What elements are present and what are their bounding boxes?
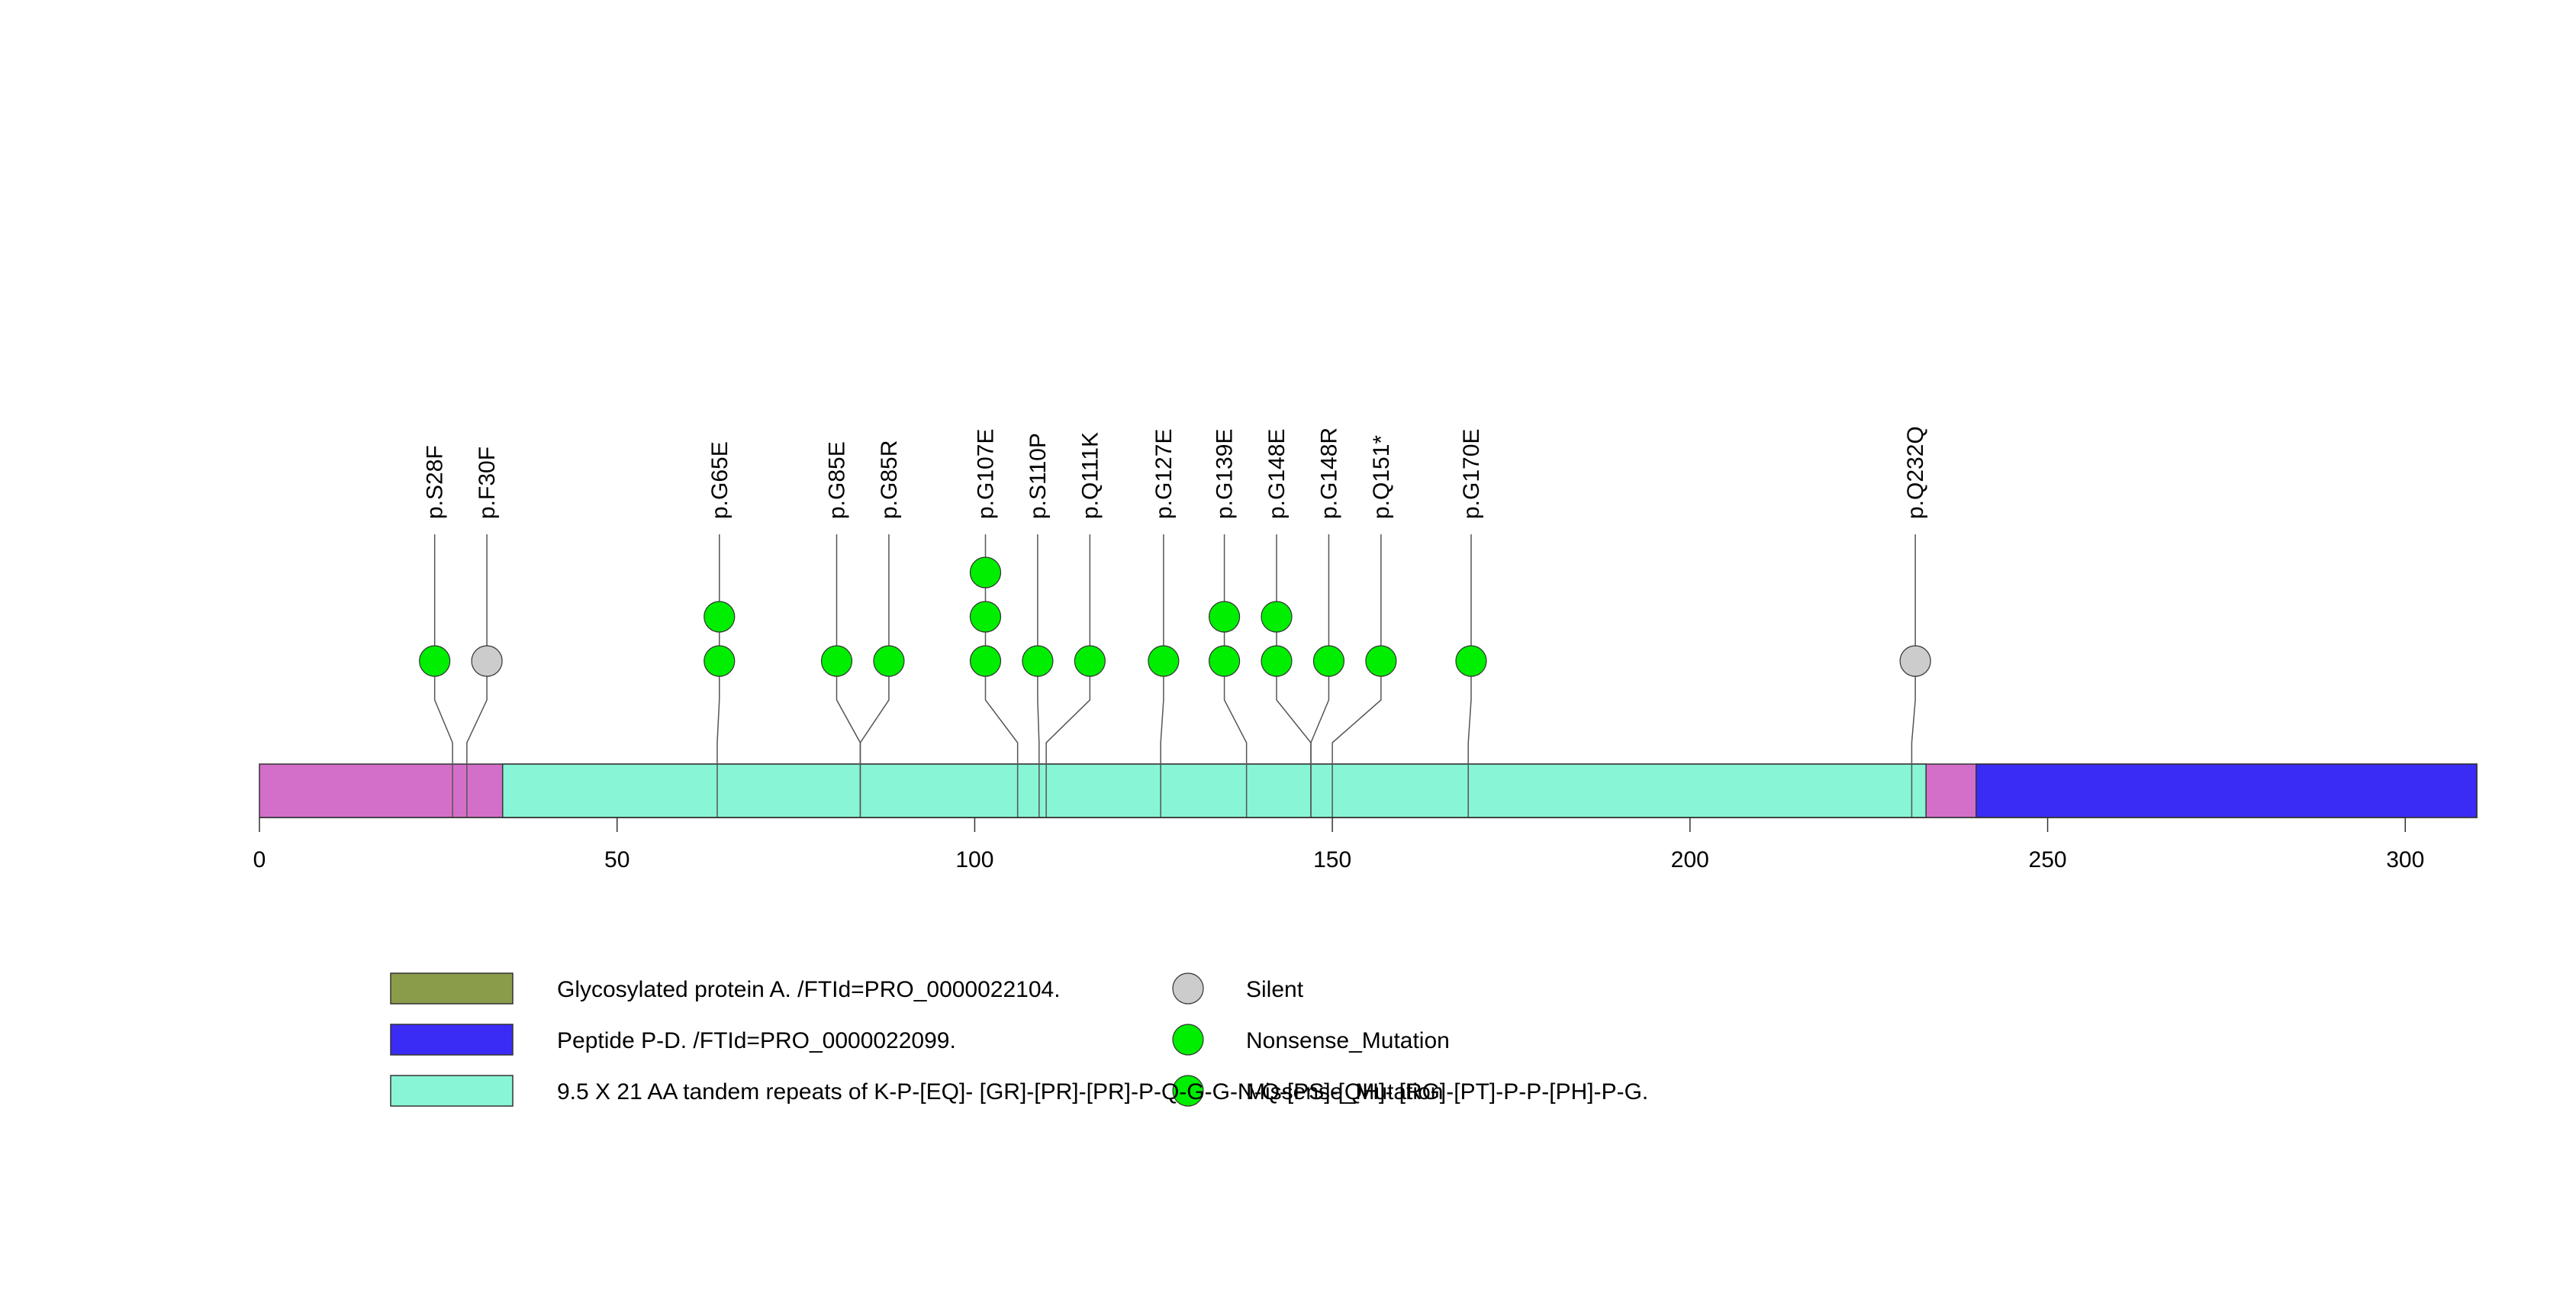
mutation-label-9: p.G139E bbox=[1212, 429, 1238, 519]
mutation-label-13: p.G170E bbox=[1459, 429, 1484, 519]
mutation-label-10: p.G148E bbox=[1264, 429, 1290, 519]
legend-type-label-0: Silent bbox=[1246, 977, 1304, 1002]
legend-swatch-2 bbox=[390, 1075, 514, 1107]
mutation-point-5-2 bbox=[969, 556, 1002, 589]
x-axis: 0 50 100 150 200 250 300 bbox=[253, 817, 2424, 872]
mutation-label-3: p.G85E bbox=[824, 441, 849, 519]
mutation-label-7: p.Q111K bbox=[1077, 432, 1103, 519]
mutation-point-0-0 bbox=[419, 645, 451, 677]
mutation-stem-1 bbox=[466, 534, 488, 818]
mutation-point-7-0 bbox=[1074, 645, 1106, 677]
mutation-stem-12 bbox=[1331, 534, 1382, 818]
protein-domains bbox=[259, 763, 2478, 818]
axis-tick-label-3: 150 bbox=[1313, 847, 1351, 872]
mutation-stem-8 bbox=[1160, 534, 1164, 818]
mutation-stem-7 bbox=[1045, 534, 1091, 818]
mutation-label-11: p.G148R bbox=[1316, 427, 1341, 519]
axis-tick-label-5: 250 bbox=[2029, 847, 2067, 872]
mutation-label-2: p.G65E bbox=[707, 441, 733, 519]
mutation-label-12: p.Q151* bbox=[1369, 435, 1394, 519]
mutation-label-4: p.G85R bbox=[877, 440, 902, 519]
mutation-lollipops: p.S28F p.F30F p.G65E p.G85E p.G85R p.G107E p.S… bbox=[419, 426, 1931, 818]
mutation-stem-6 bbox=[1037, 534, 1040, 818]
legend-type-marker-0 bbox=[1172, 972, 1204, 1005]
mutation-point-5-1 bbox=[969, 601, 1002, 633]
legend-domain-label-0: Glycosylated protein A. /FTId=PRO_000002… bbox=[557, 977, 1061, 1002]
legend-swatch-0 bbox=[390, 972, 514, 1005]
legend-type-label-1: Nonsense_Mutation bbox=[1246, 1028, 1450, 1053]
axis-tick-label-0: 0 bbox=[253, 847, 266, 872]
mutation-point-8-0 bbox=[1148, 645, 1180, 677]
mutation-point-11-0 bbox=[1312, 645, 1345, 677]
axis-tick-label-2: 100 bbox=[955, 847, 993, 872]
mutation-point-6-0 bbox=[1022, 645, 1054, 677]
legend-swatch-1 bbox=[390, 1024, 514, 1056]
mutation-stem-13 bbox=[1467, 534, 1472, 818]
mutation-point-12-0 bbox=[1365, 645, 1397, 677]
legend-domain-label-2: 9.5 X 21 AA tandem repeats of K-P-[EQ]- … bbox=[557, 1079, 1648, 1105]
legend: Glycosylated protein A. /FTId=PRO_000002… bbox=[390, 972, 1648, 1107]
legend-type-marker-1 bbox=[1172, 1024, 1204, 1056]
mutation-label-8: p.G127E bbox=[1151, 429, 1177, 519]
mutation-point-9-0 bbox=[1208, 645, 1241, 677]
legend-type-label-2: Missense_Mutation bbox=[1246, 1079, 1443, 1105]
mutation-point-4-0 bbox=[873, 645, 905, 677]
mutation-point-9-1 bbox=[1208, 601, 1241, 633]
domain-1 bbox=[1975, 763, 2478, 818]
axis-tick-label-4: 200 bbox=[1671, 847, 1709, 872]
mutation-stem-4 bbox=[859, 534, 890, 818]
mutation-point-10-1 bbox=[1261, 601, 1293, 633]
mutation-point-1-0 bbox=[471, 645, 503, 677]
mutation-stem-14 bbox=[1911, 534, 1916, 818]
mutation-point-3-0 bbox=[820, 645, 853, 677]
legend-domain-label-1: Peptide P-D. /FTId=PRO_0000022099. bbox=[557, 1028, 956, 1053]
mutation-point-10-0 bbox=[1261, 645, 1293, 677]
mutation-label-6: p.S110P bbox=[1026, 433, 1051, 519]
domain-0 bbox=[501, 763, 1927, 818]
mutation-point-5-0 bbox=[969, 645, 1002, 677]
mutation-point-13-0 bbox=[1455, 645, 1487, 677]
mutation-point-14-0 bbox=[1899, 645, 1931, 677]
mutation-label-1: p.F30F bbox=[475, 447, 500, 519]
axis-tick-label-1: 50 bbox=[604, 847, 630, 872]
legend-type-marker-2 bbox=[1172, 1075, 1204, 1107]
mutation-stem-11 bbox=[1310, 534, 1330, 818]
mutation-point-2-0 bbox=[704, 645, 736, 677]
mutation-stem-0 bbox=[433, 534, 453, 818]
mutation-label-5: p.G107E bbox=[973, 429, 998, 519]
mutation-label-0: p.S28F bbox=[423, 445, 448, 519]
axis-tick-label-6: 300 bbox=[2386, 847, 2424, 872]
mutation-label-14: p.Q232Q bbox=[1903, 426, 1928, 519]
mutation-point-2-1 bbox=[704, 601, 736, 633]
